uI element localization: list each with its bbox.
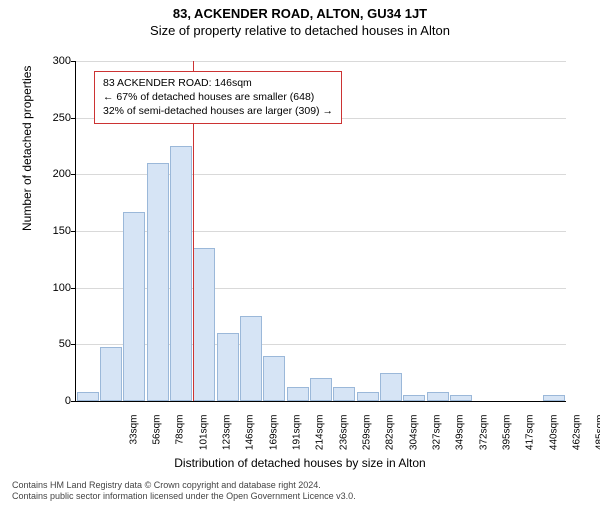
infobox-line: 32% of semi-detached houses are larger (… <box>103 104 333 118</box>
histogram-bar <box>287 387 309 401</box>
page-title: 83, ACKENDER ROAD, ALTON, GU34 1JT <box>0 6 600 21</box>
histogram-bar <box>427 392 449 401</box>
histogram-bar <box>357 392 379 401</box>
footer-line: Contains HM Land Registry data © Crown c… <box>12 480 356 491</box>
property-info-box: 83 ACKENDER ROAD: 146sqm← 67% of detache… <box>94 71 342 124</box>
footer-line: Contains public sector information licen… <box>12 491 356 502</box>
ytick-label: 0 <box>41 395 71 407</box>
histogram-bar <box>240 316 262 401</box>
ytick-label: 100 <box>41 282 71 294</box>
histogram-bar <box>217 333 239 401</box>
y-axis-label: Number of detached properties <box>20 66 34 231</box>
histogram-bar <box>147 163 169 401</box>
histogram-bar <box>333 387 355 401</box>
ytick-mark <box>71 231 76 232</box>
ytick-mark <box>71 61 76 62</box>
ytick-label: 300 <box>41 55 71 67</box>
histogram-bar <box>263 356 285 401</box>
ytick-label: 200 <box>41 168 71 180</box>
histogram-bar <box>170 146 192 401</box>
histogram-bar <box>380 373 402 401</box>
gridline <box>76 61 566 62</box>
histogram-bar <box>543 395 565 401</box>
ytick-label: 50 <box>41 338 71 350</box>
ytick-mark <box>71 344 76 345</box>
ytick-mark <box>71 118 76 119</box>
histogram-bar <box>403 395 425 401</box>
infobox-line: 83 ACKENDER ROAD: 146sqm <box>103 76 333 90</box>
histogram-chart: 05010015020025030033sqm56sqm78sqm101sqm1… <box>75 61 565 401</box>
page-subtitle: Size of property relative to detached ho… <box>0 23 600 38</box>
histogram-bar <box>123 212 145 401</box>
ytick-mark <box>71 288 76 289</box>
plot-region: 05010015020025030033sqm56sqm78sqm101sqm1… <box>75 61 566 402</box>
histogram-bar <box>310 378 332 401</box>
histogram-bar <box>450 395 472 401</box>
histogram-bar <box>77 392 99 401</box>
ytick-mark <box>71 401 76 402</box>
ytick-label: 150 <box>41 225 71 237</box>
histogram-bar <box>100 347 122 401</box>
infobox-line: ← 67% of detached houses are smaller (64… <box>103 90 333 104</box>
x-axis-label: Distribution of detached houses by size … <box>0 456 600 470</box>
histogram-bar <box>193 248 215 401</box>
footer-attribution: Contains HM Land Registry data © Crown c… <box>12 480 356 503</box>
ytick-mark <box>71 174 76 175</box>
ytick-label: 250 <box>41 112 71 124</box>
